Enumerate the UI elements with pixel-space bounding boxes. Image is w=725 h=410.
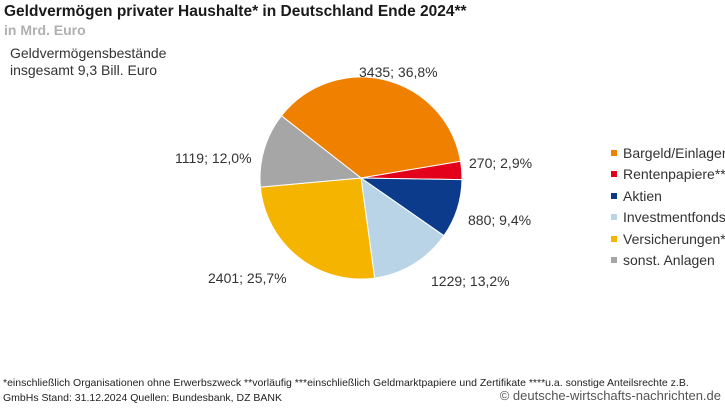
pie-slice-3: [360, 176, 445, 279]
legend-label: Aktien: [623, 187, 662, 204]
footnote-line-2: GmbHs Stand: 31.12.2024 Quellen: Bundesb…: [3, 392, 282, 404]
watermark: © deutsche-wirtschafts-nachrichten.de: [499, 388, 721, 403]
legend-label: Bargeld/Einlagen: [623, 144, 725, 161]
legend-swatch: [611, 257, 617, 264]
note-line-2: insgesamt 9,3 Bill. Euro: [10, 62, 158, 78]
data-label-rentenpapiere: 270; 2,9%: [469, 155, 533, 171]
pie-slice-4: [259, 177, 376, 280]
pie-slice-5: [259, 115, 363, 188]
data-label-sonstige: 1119; 12,0%: [175, 150, 252, 166]
legend-swatch: [611, 171, 617, 178]
data-label-versicherungen: 2401; 25,7%: [208, 270, 287, 286]
legend-swatch: [611, 192, 617, 199]
total-note: Geldvermögensbestände insgesamt 9,3 Bill…: [10, 45, 166, 79]
legend-item: Rentenpapiere***: [611, 164, 725, 186]
legend-swatch: [611, 235, 617, 242]
legend-item: Versicherungen****: [611, 228, 725, 250]
legend-item: Bargeld/Einlagen: [611, 142, 725, 164]
legend-label: Versicherungen****: [623, 230, 725, 247]
data-label-bargeld: 3435; 36,8%: [359, 64, 438, 80]
legend: Bargeld/Einlagen Rentenpapiere*** Aktien In…: [611, 142, 725, 271]
legend-item: Investmentfonds: [611, 207, 725, 229]
chart-subtitle: in Mrd. Euro: [4, 22, 86, 38]
data-label-aktien: 880; 9,4%: [468, 212, 532, 228]
note-line-1: Geldvermögensbestände: [10, 45, 167, 61]
data-label-investmentfonds: 1229; 13,2%: [431, 273, 510, 289]
legend-label: Rentenpapiere***: [623, 166, 725, 183]
legend-label: Investmentfonds: [623, 209, 725, 226]
legend-label: sonst. Anlagen: [623, 252, 715, 269]
legend-item: sonst. Anlagen: [611, 250, 725, 272]
pie-slice-0: [280, 76, 462, 179]
legend-swatch: [611, 214, 617, 221]
legend-swatch: [611, 149, 617, 156]
footnote-line-1: *einschließlich Organisationen ohne Erwe…: [3, 377, 689, 389]
chart-title: Geldvermögen privater Haushalte* in Deut…: [4, 3, 467, 20]
legend-item: Aktien: [611, 185, 725, 207]
